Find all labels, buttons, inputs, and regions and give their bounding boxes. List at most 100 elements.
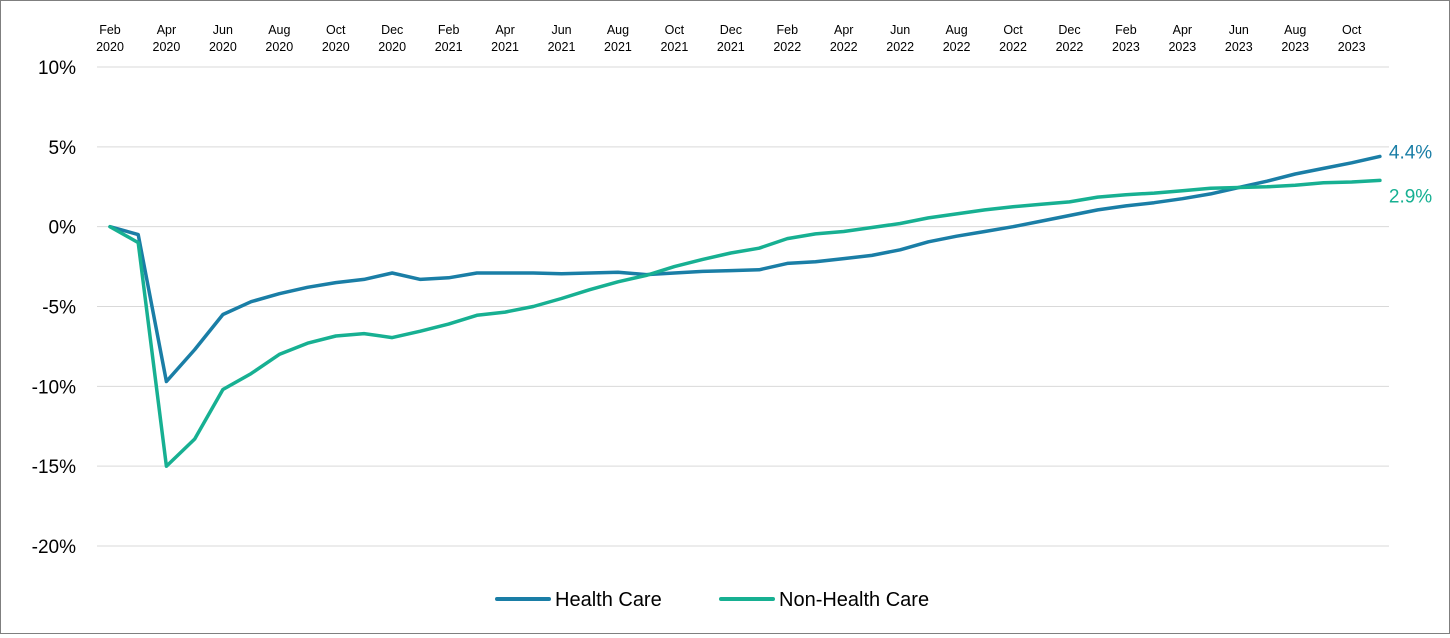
x-tick-label: Aug 2023	[1281, 23, 1309, 54]
x-tick-year: 2021	[604, 40, 632, 54]
x-tick-label: Dec 2020	[378, 23, 406, 54]
x-tick-label: Feb 2023	[1112, 23, 1140, 54]
series-health-care	[108, 154, 1382, 384]
legend-item-non-health-care: Non-Health Care	[719, 589, 929, 611]
x-tick-month: Apr	[157, 23, 176, 37]
x-tick-year: 2022	[943, 40, 971, 54]
data-point	[1378, 178, 1382, 182]
data-point	[277, 352, 281, 356]
data-point	[390, 271, 394, 275]
x-tick-month: Oct	[665, 23, 685, 37]
data-point	[870, 253, 874, 257]
data-point	[334, 334, 338, 338]
x-tick-month: Feb	[1115, 23, 1137, 37]
x-tick-year: 2020	[265, 40, 293, 54]
data-point	[814, 232, 818, 236]
x-tick-year: 2020	[153, 40, 181, 54]
data-point	[1209, 192, 1213, 196]
y-axis-ticks: 10% 5% 0% -5% -10% -15% -20%	[32, 58, 76, 558]
x-tick-month: Feb	[99, 23, 121, 37]
data-point	[362, 277, 366, 281]
data-point	[1180, 197, 1184, 201]
data-point	[306, 285, 310, 289]
data-point	[757, 268, 761, 272]
x-tick-year: 2020	[378, 40, 406, 54]
series-line-non-health-care	[108, 178, 1382, 468]
data-point	[729, 269, 733, 273]
x-tick-label: Apr 2023	[1168, 23, 1196, 54]
x-tick-year: 2021	[660, 40, 688, 54]
data-point	[221, 312, 225, 316]
data-point	[1293, 183, 1297, 187]
x-tick-month: Apr	[834, 23, 853, 37]
x-tick-year: 2022	[999, 40, 1027, 54]
x-tick-year: 2022	[830, 40, 858, 54]
x-tick-label: Oct 2021	[660, 23, 688, 54]
x-tick-year: 2020	[209, 40, 237, 54]
data-point	[503, 271, 507, 275]
data-point	[1209, 186, 1213, 190]
end-label-health-care: 4.4%	[1389, 142, 1432, 163]
x-tick-label: Oct 2022	[999, 23, 1027, 54]
x-tick-label: Oct 2020	[322, 23, 350, 54]
data-point	[1350, 180, 1354, 184]
data-point	[1378, 154, 1382, 158]
x-tick-month: Aug	[607, 23, 629, 37]
x-tick-month: Jun	[213, 23, 233, 37]
data-point	[531, 305, 535, 309]
data-point	[1237, 186, 1241, 190]
data-point	[560, 297, 564, 301]
data-point	[870, 225, 874, 229]
x-tick-year: 2023	[1281, 40, 1309, 54]
x-tick-label: Jun 2020	[209, 23, 237, 54]
data-point	[560, 272, 564, 276]
x-tick-month: Oct	[326, 23, 346, 37]
x-tick-year: 2023	[1168, 40, 1196, 54]
x-tick-label: Feb 2021	[435, 23, 463, 54]
series-lines	[108, 154, 1382, 468]
x-tick-year: 2023	[1225, 40, 1253, 54]
data-point	[1011, 205, 1015, 209]
x-tick-month: Oct	[1003, 23, 1023, 37]
data-point	[193, 437, 197, 441]
data-point	[1011, 225, 1015, 229]
data-point	[588, 288, 592, 292]
data-point	[362, 332, 366, 336]
x-tick-year: 2022	[773, 40, 801, 54]
data-point	[898, 248, 902, 252]
y-tick-label: -10%	[32, 377, 76, 398]
x-tick-month: Feb	[438, 23, 460, 37]
x-tick-year: 2021	[548, 40, 576, 54]
y-tick-label: -15%	[32, 457, 76, 478]
data-point	[136, 241, 140, 245]
x-tick-label: Jun 2023	[1225, 23, 1253, 54]
data-point	[1096, 208, 1100, 212]
x-tick-label: Oct 2023	[1338, 23, 1366, 54]
data-point	[475, 313, 479, 317]
data-point	[1039, 202, 1043, 206]
data-point	[1321, 166, 1325, 170]
data-point	[1265, 185, 1269, 189]
end-label-non-health-care: 2.9%	[1389, 186, 1432, 207]
x-tick-month: Apr	[495, 23, 514, 37]
data-point	[108, 225, 112, 229]
data-point	[785, 261, 789, 265]
data-point	[136, 233, 140, 237]
data-point	[842, 229, 846, 233]
x-tick-month: Aug	[1284, 23, 1306, 37]
data-point	[1067, 200, 1071, 204]
x-tick-year: 2021	[491, 40, 519, 54]
data-point	[926, 216, 930, 220]
data-point	[701, 257, 705, 261]
x-tick-label: Dec 2021	[717, 23, 745, 54]
data-point	[193, 348, 197, 352]
data-point	[503, 310, 507, 314]
data-point	[164, 380, 168, 384]
data-point	[955, 234, 959, 238]
data-point	[221, 388, 225, 392]
x-tick-label: Apr 2021	[491, 23, 519, 54]
x-tick-year: 2020	[322, 40, 350, 54]
data-point	[306, 341, 310, 345]
data-point	[164, 464, 168, 468]
